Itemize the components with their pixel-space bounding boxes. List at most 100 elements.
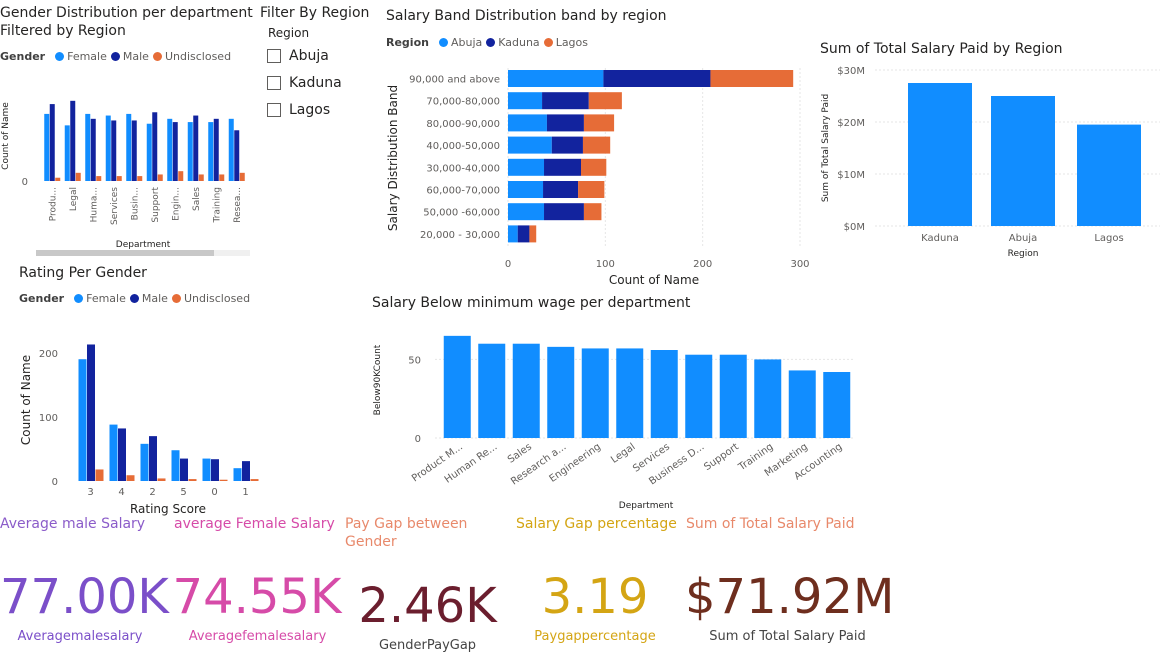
legend-item-female[interactable]: Female xyxy=(86,292,126,305)
gender-bar-female[interactable] xyxy=(187,122,193,181)
legend-item-male[interactable]: Male xyxy=(122,50,149,63)
legend-item-kaduna[interactable]: Kaduna xyxy=(498,36,540,49)
rating-bar-undisclosed[interactable] xyxy=(219,479,228,481)
rating-bar-male[interactable] xyxy=(87,344,95,481)
rating-bar-male[interactable] xyxy=(211,459,219,481)
minwage-bar[interactable] xyxy=(650,350,678,438)
gender-bar-female[interactable] xyxy=(146,123,152,181)
rating-bar-undisclosed[interactable] xyxy=(95,469,104,481)
band-bar-kaduna[interactable] xyxy=(544,158,581,176)
legend-item-undisclosed[interactable]: Undisclosed xyxy=(183,292,251,305)
gender-bar-female[interactable] xyxy=(64,125,70,181)
legend-item-female[interactable]: Female xyxy=(67,50,107,63)
gender-bar-undisclosed[interactable] xyxy=(239,172,245,181)
band-bar-kaduna[interactable] xyxy=(551,136,583,154)
rating-bar-female[interactable] xyxy=(233,468,242,481)
gender-bar-male[interactable] xyxy=(172,122,178,181)
band-chart[interactable]: Salary Distribution Band 0 100 200 300 90,000… xyxy=(380,60,820,290)
gender-bar-male[interactable] xyxy=(193,115,199,181)
band-bar-lagos[interactable] xyxy=(583,203,602,221)
band-bar-kaduna[interactable] xyxy=(544,203,584,221)
gender-bar-male[interactable] xyxy=(213,118,219,181)
band-bar-abuja[interactable] xyxy=(508,136,552,154)
legend-item-undisclosed[interactable]: Undisclosed xyxy=(164,50,232,63)
rating-bar-undisclosed[interactable] xyxy=(126,475,135,481)
region-bar[interactable] xyxy=(908,83,972,226)
minwage-bar[interactable] xyxy=(616,348,644,438)
band-bar-lagos[interactable] xyxy=(529,225,537,243)
minwage-bar[interactable] xyxy=(823,372,851,438)
rating-bar-male[interactable] xyxy=(149,436,157,481)
minwage-bar[interactable] xyxy=(788,370,816,438)
region-bar[interactable] xyxy=(1077,124,1141,226)
minwage-bar[interactable] xyxy=(547,346,575,438)
band-bar-kaduna[interactable] xyxy=(603,70,711,87)
band-bar-abuja[interactable] xyxy=(508,114,547,132)
slicer-item-kaduna[interactable]: Kaduna xyxy=(267,69,342,96)
rating-chart[interactable]: Count of Name 0 100 200 3 4 2 5 0 1 Rating Score xyxy=(0,330,300,520)
minwage-bar[interactable] xyxy=(478,343,506,438)
rating-bar-male[interactable] xyxy=(180,458,188,481)
rating-bar-male[interactable] xyxy=(118,428,126,481)
gender-bar-male[interactable] xyxy=(70,100,76,181)
gender-bar-female[interactable] xyxy=(105,115,111,181)
gender-bar-undisclosed[interactable] xyxy=(157,174,163,181)
rating-bar-undisclosed[interactable] xyxy=(188,479,197,481)
band-bar-kaduna[interactable] xyxy=(542,92,589,110)
rating-bar-female[interactable] xyxy=(140,443,149,481)
band-bar-lagos[interactable] xyxy=(588,92,622,110)
gender-bar-male[interactable] xyxy=(131,120,137,181)
rating-bar-female[interactable] xyxy=(78,359,87,481)
gender-bar-female[interactable] xyxy=(228,118,234,181)
gender-bar-female[interactable] xyxy=(44,113,50,181)
legend-item-abuja[interactable]: Abuja xyxy=(450,36,483,49)
gender-bar-female[interactable] xyxy=(85,113,91,181)
rating-bar-undisclosed[interactable] xyxy=(157,478,166,481)
band-bar-kaduna[interactable] xyxy=(517,225,530,243)
legend-item-lagos[interactable]: Lagos xyxy=(555,36,588,49)
minwage-bar[interactable] xyxy=(685,354,713,438)
legend-item-male[interactable]: Male xyxy=(141,292,168,305)
gender-chart[interactable]: Count of Name 0 Produ... Legal Huma... Servic… xyxy=(0,66,255,262)
band-bar-kaduna[interactable] xyxy=(546,114,584,132)
gender-bar-male[interactable] xyxy=(111,120,117,181)
gender-bar-undisclosed[interactable] xyxy=(137,176,143,181)
gender-bar-undisclosed[interactable] xyxy=(178,171,184,181)
gender-bar-male[interactable] xyxy=(90,118,96,181)
checkbox-icon[interactable] xyxy=(267,102,281,117)
gender-bar-undisclosed[interactable] xyxy=(55,177,61,181)
minwage-bar[interactable] xyxy=(719,354,747,438)
slicer-item-lagos[interactable]: Lagos xyxy=(267,96,342,123)
rating-bar-female[interactable] xyxy=(171,450,180,481)
scrollbar-thumb[interactable] xyxy=(36,250,214,256)
band-bar-lagos[interactable] xyxy=(583,114,615,132)
region-bar[interactable] xyxy=(991,96,1055,226)
band-bar-abuja[interactable] xyxy=(508,92,543,110)
gender-bar-undisclosed[interactable] xyxy=(219,174,225,181)
band-bar-kaduna[interactable] xyxy=(543,181,579,198)
gender-bar-female[interactable] xyxy=(126,113,132,181)
gender-bar-undisclosed[interactable] xyxy=(116,176,122,181)
minwage-bar[interactable] xyxy=(443,335,471,438)
gender-bar-undisclosed[interactable] xyxy=(198,174,204,181)
band-bar-lagos[interactable] xyxy=(581,158,607,176)
gender-bar-undisclosed[interactable] xyxy=(96,176,102,181)
band-bar-abuja[interactable] xyxy=(508,181,544,198)
slicer-item-abuja[interactable]: Abuja xyxy=(267,42,342,69)
gender-bar-male[interactable] xyxy=(152,112,158,181)
gender-bar-male[interactable] xyxy=(49,104,55,181)
rating-bar-female[interactable] xyxy=(109,424,118,481)
checkbox-icon[interactable] xyxy=(267,75,281,90)
minwage-bar[interactable] xyxy=(581,348,609,438)
minwage-bar[interactable] xyxy=(754,359,782,438)
gender-bar-female[interactable] xyxy=(167,118,173,181)
band-bar-abuja[interactable] xyxy=(508,225,518,243)
minwage-bar[interactable] xyxy=(512,343,540,438)
band-bar-abuja[interactable] xyxy=(508,158,545,176)
gender-bar-female[interactable] xyxy=(208,122,214,181)
band-bar-lagos[interactable] xyxy=(710,70,794,87)
rating-bar-male[interactable] xyxy=(242,461,250,481)
band-bar-abuja[interactable] xyxy=(508,203,545,221)
band-bar-abuja[interactable] xyxy=(508,70,604,87)
